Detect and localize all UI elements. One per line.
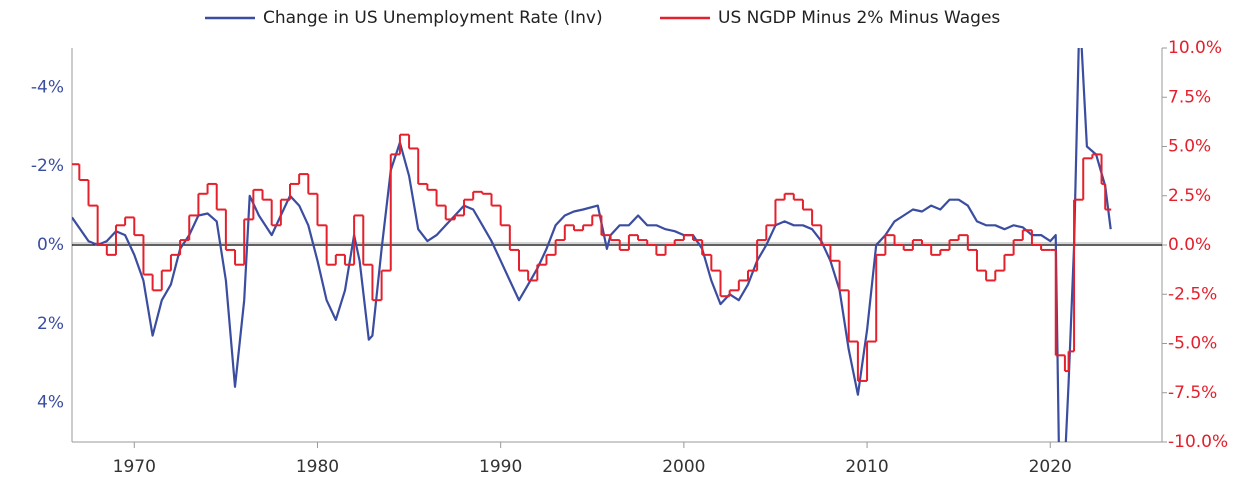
y-tick-label: 4% xyxy=(37,393,64,413)
x-tick-label: 1970 xyxy=(113,457,156,477)
y2-tick-label: 0.0% xyxy=(1168,235,1211,255)
x-tick-label: 1990 xyxy=(479,457,522,477)
y2-tick-label: -10.0% xyxy=(1168,432,1228,452)
x-tick-label: 2020 xyxy=(1029,457,1072,477)
legend-label: US NGDP Minus 2% Minus Wages xyxy=(718,8,1000,28)
y-tick-label: 0% xyxy=(37,235,64,255)
y2-tick-label: 7.5% xyxy=(1168,87,1211,107)
y2-tick-label: 10.0% xyxy=(1168,38,1222,58)
x-tick-label: 2000 xyxy=(662,457,705,477)
x-tick-label: 1980 xyxy=(296,457,339,477)
legend-label: Change in US Unemployment Rate (Inv) xyxy=(263,8,603,28)
plot-area xyxy=(72,48,1112,442)
y2-tick-label: -7.5% xyxy=(1168,383,1217,403)
y-tick-label: 2% xyxy=(37,314,64,334)
y2-tick-label: 2.5% xyxy=(1168,186,1211,206)
y-tick-label: -4% xyxy=(31,77,64,97)
y2-tick-label: -2.5% xyxy=(1168,284,1217,304)
y2-tick-label: 5.0% xyxy=(1168,137,1211,157)
y2-tick-label: -5.0% xyxy=(1168,334,1217,354)
y-tick-label: -2% xyxy=(31,156,64,176)
x-tick-label: 2010 xyxy=(845,457,888,477)
